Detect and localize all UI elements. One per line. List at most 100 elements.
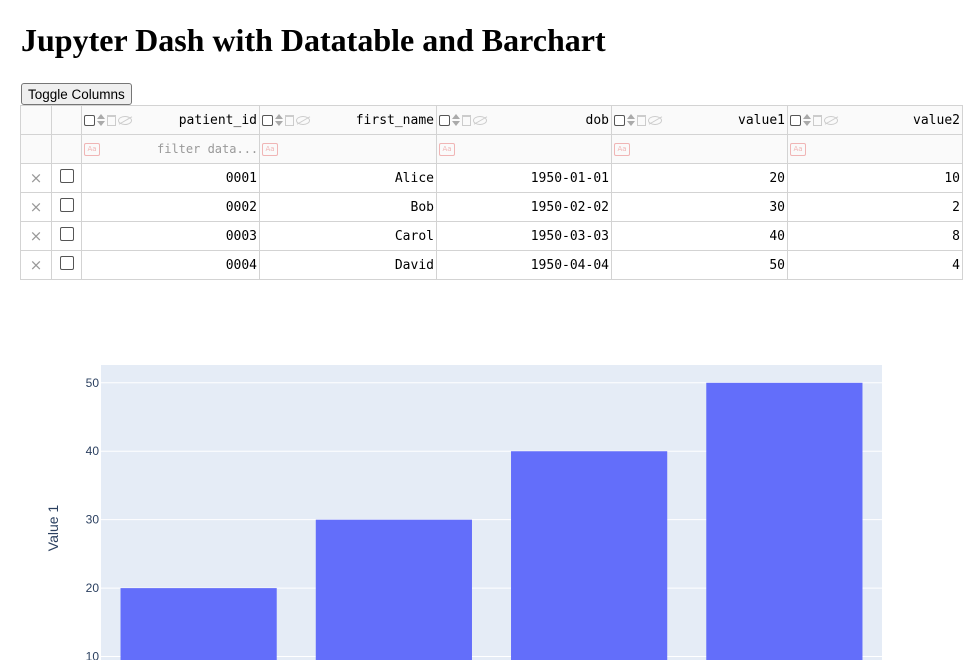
column-select-checkbox[interactable] (262, 114, 273, 126)
sort-icon[interactable] (97, 114, 105, 126)
filter-cell-value1: Aa (611, 134, 788, 164)
cell-value2[interactable]: 8 (787, 221, 963, 251)
sort-icon[interactable] (627, 114, 635, 126)
page-title: Jupyter Dash with Datatable and Barchart (21, 22, 606, 58)
sort-icon[interactable] (803, 114, 811, 126)
cell-patient-id[interactable]: 0004 (81, 250, 260, 280)
bar-0002 (315, 519, 472, 660)
hide-eye-icon[interactable] (824, 115, 838, 125)
cell-dob[interactable]: 1950-04-04 (436, 250, 612, 280)
filter-input-first-name[interactable] (334, 142, 434, 156)
column-select-checkbox[interactable] (84, 114, 95, 126)
bar-chart-svg: 10 20 30 40 50 Value 1 (45, 365, 882, 660)
trash-icon[interactable] (285, 114, 294, 126)
cell-first-name[interactable]: Bob (259, 192, 437, 222)
trash-icon[interactable] (462, 114, 471, 126)
column-label: value2 (913, 112, 960, 128)
cell-dob[interactable]: 1950-01-01 (436, 163, 612, 193)
column-header-dob: dob (436, 105, 612, 135)
case-sensitive-icon[interactable]: Aa (439, 142, 455, 156)
case-sensitive-icon[interactable]: Aa (790, 142, 806, 156)
sort-icon[interactable] (275, 114, 283, 126)
row-select-cell (51, 163, 82, 193)
cell-value2[interactable]: 10 (787, 163, 963, 193)
cell-value2[interactable]: 2 (787, 192, 963, 222)
row-checkbox[interactable] (59, 227, 74, 241)
y-tick-label: 20 (86, 581, 100, 595)
filter-cell-first-name: Aa (259, 134, 437, 164)
row-select-cell (51, 250, 82, 280)
y-tick-label: 10 (86, 650, 100, 660)
column-label: value1 (738, 112, 785, 128)
row-select-cell (51, 221, 82, 251)
cell-value1[interactable]: 20 (611, 163, 788, 193)
case-sensitive-icon[interactable]: Aa (614, 142, 630, 156)
cell-patient-id[interactable]: 0003 (81, 221, 260, 251)
filter-input-value2[interactable] (860, 142, 960, 156)
column-header-value1: value1 (611, 105, 788, 135)
column-header-value2: value2 (787, 105, 963, 135)
column-label: patient_id (178, 112, 257, 128)
filter-spacer-cell (20, 134, 52, 164)
row-checkbox[interactable] (59, 198, 74, 212)
column-select-checkbox[interactable] (790, 114, 801, 126)
cell-value1[interactable]: 40 (611, 221, 788, 251)
hide-eye-icon[interactable] (296, 115, 310, 125)
delete-header-cell (20, 105, 52, 135)
column-select-checkbox[interactable] (439, 114, 450, 126)
select-header-cell (51, 105, 82, 135)
case-sensitive-icon[interactable]: Aa (84, 142, 100, 156)
trash-icon[interactable] (813, 114, 822, 126)
toggle-columns-button[interactable]: Toggle Columns (21, 83, 132, 105)
column-select-checkbox[interactable] (614, 114, 625, 126)
hide-eye-icon[interactable] (648, 115, 662, 125)
trash-icon[interactable] (107, 114, 116, 126)
filter-input-dob[interactable] (509, 142, 609, 156)
data-table: patient_id first_name (20, 105, 963, 280)
row-checkbox[interactable] (59, 169, 74, 183)
filter-cell-patient-id: Aa (81, 134, 260, 164)
row-select-cell (51, 192, 82, 222)
hide-eye-icon[interactable] (473, 115, 487, 125)
filter-input-value1[interactable] (685, 142, 785, 156)
hide-eye-icon[interactable] (118, 115, 132, 125)
cell-dob[interactable]: 1950-02-02 (436, 192, 612, 222)
column-header-first-name: first_name (259, 105, 437, 135)
cell-value2[interactable]: 4 (787, 250, 963, 280)
bar-0004 (706, 382, 863, 660)
cell-patient-id[interactable]: 0001 (81, 163, 260, 193)
y-tick-label: 40 (86, 444, 100, 458)
table-row: × 0004 David 1950-04-04 50 4 (20, 250, 963, 280)
bar-0003 (511, 451, 668, 660)
table-row: × 0001 Alice 1950-01-01 20 10 (20, 163, 963, 193)
cell-dob[interactable]: 1950-03-03 (436, 221, 612, 251)
cell-patient-id[interactable]: 0002 (81, 192, 260, 222)
header-row: patient_id first_name (20, 105, 963, 135)
table-row: × 0003 Carol 1950-03-03 40 8 (20, 221, 963, 251)
column-header-patient-id: patient_id (81, 105, 260, 135)
delete-row-icon[interactable]: × (20, 163, 52, 193)
case-sensitive-icon[interactable]: Aa (262, 142, 278, 156)
delete-row-icon[interactable]: × (20, 250, 52, 280)
cell-first-name[interactable]: Alice (259, 163, 437, 193)
bar-0001 (120, 588, 277, 660)
column-label: first_name (355, 112, 434, 128)
filter-cell-value2: Aa (787, 134, 963, 164)
cell-first-name[interactable]: David (259, 250, 437, 280)
filter-row: Aa Aa Aa Aa (20, 134, 963, 164)
cell-value1[interactable]: 50 (611, 250, 788, 280)
filter-input-patient-id[interactable] (157, 142, 257, 156)
filter-spacer-cell (51, 134, 82, 164)
bar-chart: 10 20 30 40 50 Value 1 (0, 340, 968, 660)
cell-value1[interactable]: 30 (611, 192, 788, 222)
delete-row-icon[interactable]: × (20, 221, 52, 251)
trash-icon[interactable] (637, 114, 646, 126)
table-row: × 0002 Bob 1950-02-02 30 2 (20, 192, 963, 222)
cell-first-name[interactable]: Carol (259, 221, 437, 251)
filter-cell-dob: Aa (436, 134, 612, 164)
sort-icon[interactable] (452, 114, 460, 126)
y-axis-title: Value 1 (45, 505, 61, 552)
y-tick-label: 50 (86, 376, 100, 390)
delete-row-icon[interactable]: × (20, 192, 52, 222)
row-checkbox[interactable] (59, 256, 74, 270)
